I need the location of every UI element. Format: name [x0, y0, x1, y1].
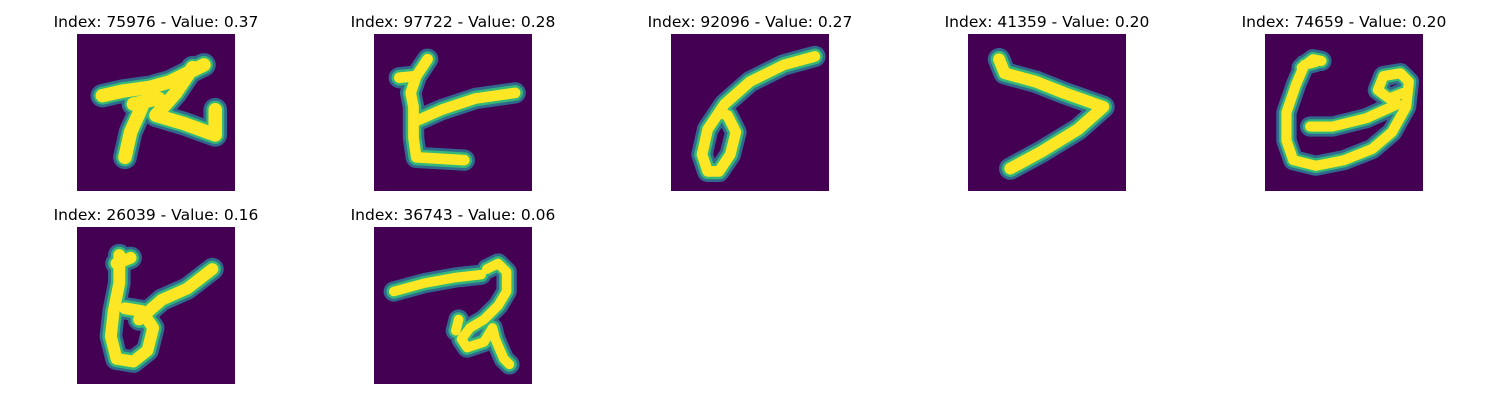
- image-panel: Index: 26039 - Value: 0.16: [54, 206, 258, 384]
- image-panel: Index: 97722 - Value: 0.28: [351, 13, 555, 191]
- glyph-image: [77, 34, 235, 191]
- glyph-image: [77, 227, 235, 384]
- glyph-image: [374, 227, 532, 384]
- panel-title: Index: 41359 - Value: 0.20: [944, 13, 1150, 31]
- image-panel: Index: 36743 - Value: 0.06: [351, 206, 555, 384]
- image-panel: Index: 41359 - Value: 0.20: [945, 13, 1149, 191]
- image-panel: Index: 92096 - Value: 0.27: [648, 13, 852, 191]
- panel-title: Index: 97722 - Value: 0.28: [350, 13, 556, 31]
- panel-title: Index: 74659 - Value: 0.20: [1241, 13, 1447, 31]
- image-panel: Index: 74659 - Value: 0.20: [1242, 13, 1446, 191]
- glyph-image: [671, 34, 829, 191]
- panel-title: Index: 75976 - Value: 0.37: [53, 13, 259, 31]
- image-panel: Index: 75976 - Value: 0.37: [54, 13, 258, 191]
- panel-title: Index: 92096 - Value: 0.27: [647, 13, 853, 31]
- panel-title: Index: 36743 - Value: 0.06: [350, 206, 556, 224]
- glyph-image: [1265, 34, 1423, 191]
- glyph-image: [374, 34, 532, 191]
- glyph-image: [968, 34, 1126, 191]
- panel-title: Index: 26039 - Value: 0.16: [53, 206, 259, 224]
